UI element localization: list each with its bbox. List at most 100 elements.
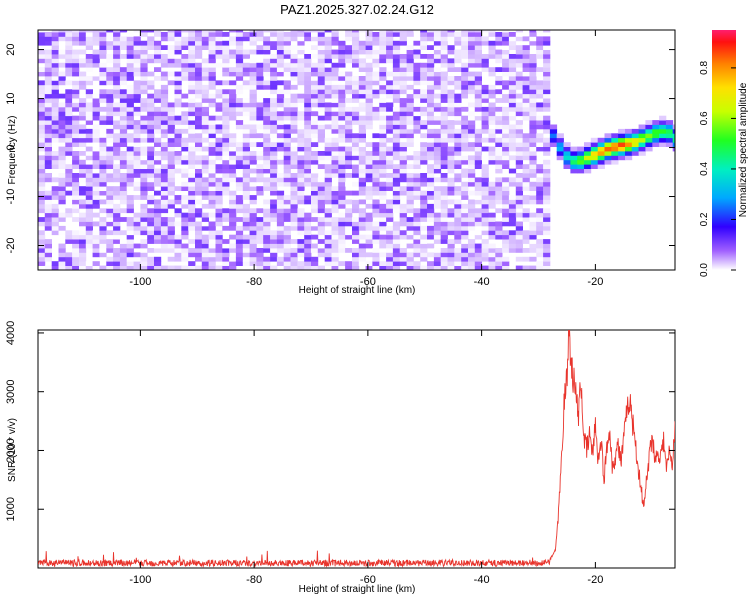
spectrogram-cell <box>461 62 469 68</box>
spectrogram-cell <box>324 137 332 143</box>
spectrogram-cell <box>331 243 339 249</box>
spectrogram-cell <box>365 142 373 147</box>
spectrogram-cell <box>447 36 455 42</box>
spectrogram-cell <box>488 45 496 50</box>
spectrogram-cell <box>85 54 93 59</box>
spectrogram-cell <box>195 111 203 117</box>
spectrogram-cell <box>188 248 196 253</box>
spectrogram-cell <box>79 173 87 178</box>
spectrogram-cell <box>502 89 510 95</box>
spectrogram-cell <box>379 71 387 77</box>
spectrogram-cell <box>413 208 421 214</box>
spectrogram-cell <box>270 67 278 72</box>
spectrogram-cell <box>461 49 469 55</box>
spectrogram-y-title: Frequency (Hz) <box>7 116 18 185</box>
spectrogram-cell <box>338 45 346 50</box>
spectrogram-cell <box>440 36 448 42</box>
spectrogram-cell <box>297 164 305 169</box>
spectrogram-cell <box>358 217 366 222</box>
spectrogram-cell <box>447 98 455 103</box>
spectrogram-cell <box>536 84 544 90</box>
spectrogram-cell <box>297 261 305 266</box>
spectrogram-cell <box>65 239 73 244</box>
spectrogram-cell <box>297 30 305 33</box>
spectrogram-cell <box>522 248 530 253</box>
spectrogram-cell <box>515 234 523 240</box>
spectrogram-cell <box>311 256 319 262</box>
spectrogram-cell <box>126 265 134 270</box>
spectrogram-cell <box>249 256 257 262</box>
spectrogram-cell <box>502 155 510 161</box>
spectrogram-cell <box>256 225 264 231</box>
spectrogram-cell <box>51 128 59 134</box>
spectrogram-cell <box>44 252 52 258</box>
spectrogram-cell <box>515 159 523 165</box>
spectrogram-cell <box>372 89 380 95</box>
spectrogram-cell <box>79 76 87 81</box>
spectrogram-cell <box>440 84 448 90</box>
spectrogram-cell <box>584 164 592 169</box>
spectrogram-cell <box>222 80 230 86</box>
spectrogram-cell <box>427 230 435 236</box>
spectrogram-cell <box>454 225 462 231</box>
spectrogram-cell <box>133 151 141 156</box>
spectrogram-cell <box>140 164 148 169</box>
spectrogram-cell <box>659 124 667 130</box>
spectrogram-cell <box>427 62 435 68</box>
spectrogram-cell <box>508 212 517 218</box>
spectrogram-cell <box>392 67 401 72</box>
spectrogram-cell <box>481 58 489 64</box>
spectrogram-cell <box>44 173 52 178</box>
spectrogram-cell <box>229 177 237 183</box>
spectrogram-cell <box>44 98 52 103</box>
spectrogram-cell <box>427 151 435 156</box>
spectrogram-cell <box>242 106 250 112</box>
spectrogram-cell <box>229 173 237 178</box>
spectrogram-cell <box>358 168 366 174</box>
spectrogram-cell <box>38 32 46 37</box>
spectrogram-cell <box>160 45 169 50</box>
spectrogram-cell <box>652 124 660 130</box>
spectrogram-cell <box>372 234 380 240</box>
spectrogram-cell <box>529 243 537 249</box>
spectrogram-cell <box>317 265 325 270</box>
spectrogram-cell <box>38 217 46 222</box>
spectrogram-cell <box>99 159 107 165</box>
spectrogram-cell <box>235 124 244 130</box>
spectrogram-cell <box>229 54 237 59</box>
spectrogram-cell <box>65 190 73 196</box>
spectrogram-cell <box>352 151 360 156</box>
spectrogram-cell <box>263 115 271 121</box>
spectrogram-cell <box>440 124 448 130</box>
spectrogram-cell <box>290 239 298 244</box>
spectrogram-cell <box>79 199 87 205</box>
spectrogram-cell <box>488 93 496 99</box>
spectrogram-cell <box>495 256 503 262</box>
spectrogram-cell <box>181 62 189 68</box>
spectrogram-cell <box>270 106 278 112</box>
spectrogram-cell <box>358 49 366 55</box>
spectrogram-cell <box>372 230 380 236</box>
spectrogram-cell <box>468 111 476 117</box>
spectrogram-cell <box>154 124 162 130</box>
spectrogram-cell <box>447 93 455 99</box>
spectrogram-cell <box>324 115 332 121</box>
spectrogram-cell <box>126 62 134 68</box>
spectrogram-cell <box>672 142 675 147</box>
spectrogram-cell <box>345 71 353 77</box>
spectrogram-cell <box>304 195 312 200</box>
spectrogram-cell <box>181 76 189 81</box>
spectrogram-cell <box>304 67 312 72</box>
spectrogram-cell <box>106 208 114 214</box>
spectrogram-cell <box>79 115 87 121</box>
spectrogram-cell <box>222 261 230 266</box>
spectrogram-cell <box>208 133 216 139</box>
spectrogram-cell <box>406 49 414 55</box>
spectrogram-cell <box>481 212 489 218</box>
spectrogram-cell <box>133 181 141 187</box>
spectrogram-cell <box>317 98 325 103</box>
spectrogram-cell <box>454 173 462 178</box>
spectrogram-cell <box>44 93 52 99</box>
spectrogram-cell <box>208 159 216 165</box>
spectrogram-cell <box>522 36 530 42</box>
